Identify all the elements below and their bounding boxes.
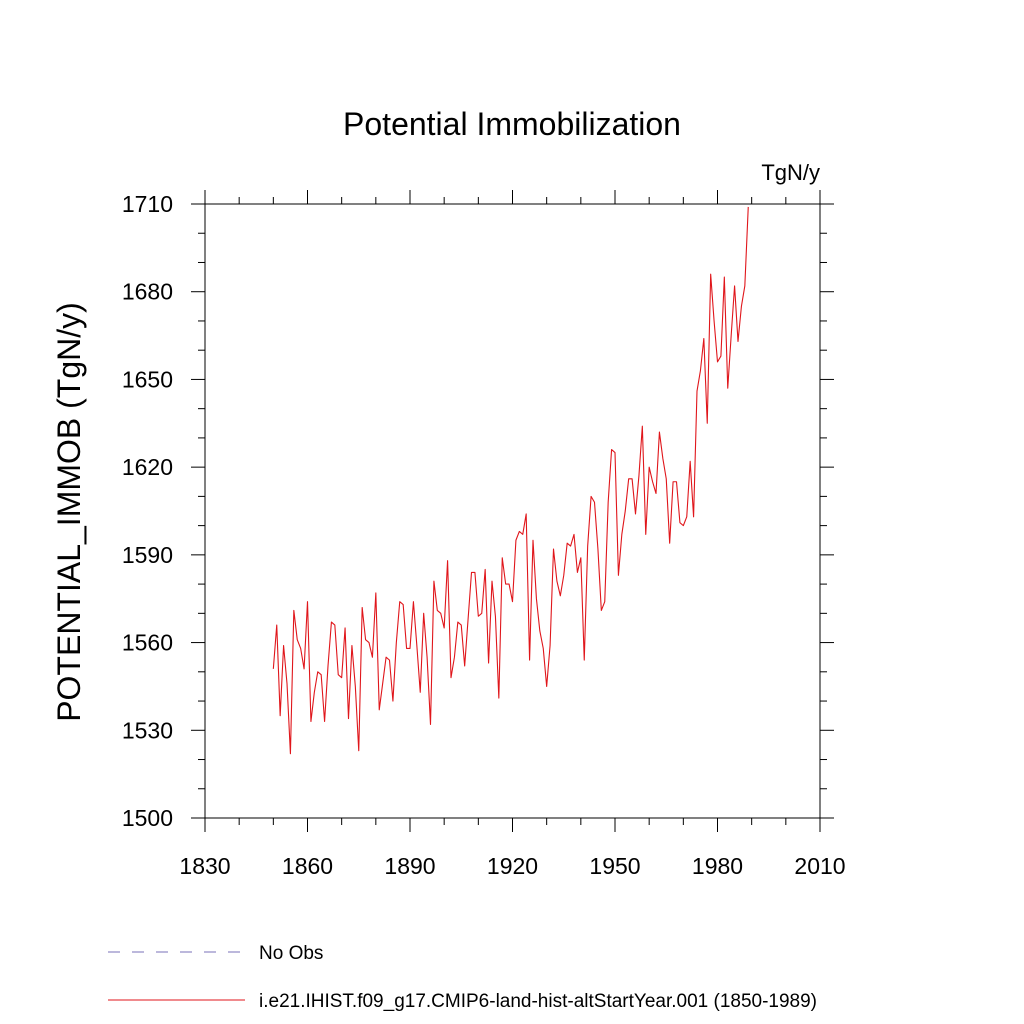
plot-border [204,203,821,819]
y-tick-label: 1650 [122,366,173,392]
axis-tick-labels: 1830 1860 1890 1920 1950 1980 2010 1500 1530 1560… [122,191,846,879]
y-axis-label: POTENTIAL_IMMOB (TgN/y) [51,302,87,722]
x-tick-label: 1950 [589,853,640,879]
legend-label: No Obs [259,943,323,964]
chart-title: Potential Immobilization [343,106,681,142]
series-layer [272,206,749,755]
legend: No Obs i.e21.IHIST.f09_g17.CMIP6-land-his… [108,943,817,1012]
y-tick-label: 1590 [122,542,173,568]
x-tick-label: 1890 [384,853,435,879]
x-tick-label: 1860 [282,853,333,879]
y-tick-label: 1530 [122,717,173,743]
y-tick-label: 1560 [122,630,173,656]
series-line [272,206,749,755]
axis-ticks [191,190,834,832]
y-tick-label: 1620 [122,454,173,480]
x-tick-label: 2010 [794,853,845,879]
x-tick-label: 1920 [487,853,538,879]
y-tick-label: 1710 [122,191,173,217]
units-label: TgN/y [761,160,820,185]
y-tick-label: 1680 [122,279,173,305]
x-tick-label: 1980 [692,853,743,879]
plot-frame [204,203,821,819]
y-tick-label: 1500 [122,805,173,831]
x-tick-label: 1830 [179,853,230,879]
legend-label: i.e21.IHIST.f09_g17.CMIP6-land-hist-altS… [259,991,817,1012]
